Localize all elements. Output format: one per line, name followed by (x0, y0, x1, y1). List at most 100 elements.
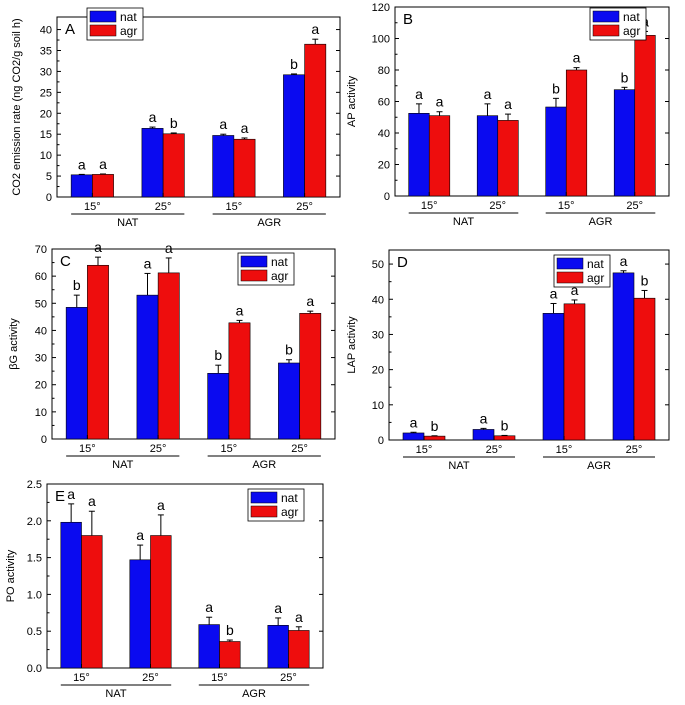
legend-label-agr: agr (281, 505, 298, 519)
bar-nat (278, 362, 300, 440)
x-tick-label: 25° (626, 444, 643, 456)
legend-label-nat: nat (120, 10, 137, 24)
bar-nat (198, 624, 220, 669)
bar-agr (228, 322, 251, 440)
legend-label-nat: nat (623, 10, 640, 24)
y-tick-label: 30 (35, 353, 47, 365)
bar-agr (233, 138, 256, 198)
significance-letter: b (641, 272, 649, 288)
significance-letter: a (571, 282, 579, 298)
bar-agr (162, 133, 185, 198)
y-tick-label: 120 (372, 2, 390, 14)
significance-letter: b (621, 69, 629, 85)
group-label: AGR (242, 688, 266, 700)
legend-swatch-nat (250, 491, 278, 504)
significance-letter: a (436, 94, 444, 110)
significance-letter: a (480, 410, 488, 426)
y-tick-label: 0 (384, 191, 390, 203)
x-tick-label: 15° (79, 443, 96, 455)
significance-letter: b (290, 56, 298, 72)
legend-label-agr: agr (120, 24, 137, 38)
significance-letter: a (144, 255, 152, 271)
significance-letter: b (501, 417, 509, 433)
bar-nat (141, 128, 164, 198)
y-tick-label: 70 (35, 244, 47, 256)
legend-label-nat: nat (281, 491, 298, 505)
x-tick-label: 15° (73, 672, 90, 684)
x-tick-label: 15° (226, 201, 243, 213)
y-tick-label: 40 (40, 25, 52, 37)
plot-frame (388, 249, 670, 441)
bar-nat (70, 174, 93, 198)
panel-a: 0 5 10 15 20 25 30 35 40 CO2 emission rate (ng CO… (11, 7, 341, 229)
y-tick-label: 15 (40, 129, 52, 141)
y-tick-label: 50 (372, 259, 384, 271)
y-tick-label: 20 (372, 365, 384, 377)
y-tick-label: 0 (41, 434, 47, 446)
bar-agr (157, 272, 180, 440)
significance-letter: a (67, 486, 75, 502)
bar-nat (472, 429, 495, 441)
x-tick-label: 15° (556, 444, 573, 456)
significance-letter: b (170, 115, 178, 131)
y-tick-label: 25 (40, 87, 52, 99)
legend-label-nat: nat (587, 257, 604, 271)
y-tick-label: 10 (40, 150, 52, 162)
legend-swatch-nat (556, 257, 584, 270)
legend-label-agr: agr (623, 24, 640, 38)
bar-agr (497, 120, 519, 197)
significance-letter: a (410, 414, 418, 430)
significance-letter: a (306, 293, 314, 309)
bar-agr (304, 43, 327, 198)
bar-nat (476, 115, 499, 197)
group-label: AGR (257, 217, 281, 229)
bar-nat (267, 625, 289, 669)
significance-letter: b (226, 622, 234, 638)
bar-nat (129, 559, 151, 669)
group-label: AGR (252, 459, 276, 471)
x-tick-label: 25° (489, 200, 506, 212)
bar-nat (408, 113, 430, 197)
legend-swatch-agr (89, 24, 117, 37)
y-tick-label: 80 (378, 65, 390, 77)
significance-letter: a (550, 285, 558, 301)
y-tick-label: 2.0 (27, 516, 42, 528)
y-tick-label: 1.0 (27, 589, 42, 601)
significance-letter: a (94, 239, 102, 255)
bar-nat (207, 373, 230, 440)
y-tick-label: 100 (372, 34, 390, 46)
significance-letter: b (214, 347, 222, 363)
significance-letter: a (149, 109, 157, 125)
legend-swatch-nat (89, 10, 117, 23)
panel-letter: C (60, 253, 71, 270)
y-tick-label: 40 (378, 128, 390, 140)
bar-agr (87, 264, 109, 440)
x-tick-label: 15° (421, 200, 438, 212)
plot-frame (56, 16, 341, 198)
group-label: AGR (587, 460, 611, 472)
y-tick-label: 30 (372, 329, 384, 341)
bar-nat (136, 294, 159, 440)
x-tick-label: 25° (150, 443, 167, 455)
y-tick-label: 0 (378, 435, 384, 447)
x-tick-label: 25° (626, 200, 643, 212)
y-tick-label: 0 (46, 192, 52, 204)
bar-agr (493, 435, 516, 441)
significance-letter: b (285, 342, 293, 358)
significance-letter: a (573, 50, 581, 66)
x-tick-label: 15° (558, 200, 575, 212)
x-tick-label: 15° (211, 672, 228, 684)
y-tick-label: 20 (35, 380, 47, 392)
legend-swatch-agr (556, 271, 584, 284)
y-tick-label: 10 (35, 407, 47, 419)
significance-letter: a (504, 96, 512, 112)
significance-letter: a (311, 21, 319, 37)
bar-agr (150, 535, 172, 669)
y-tick-label: 35 (40, 45, 52, 57)
legend-label-agr: agr (271, 269, 288, 283)
